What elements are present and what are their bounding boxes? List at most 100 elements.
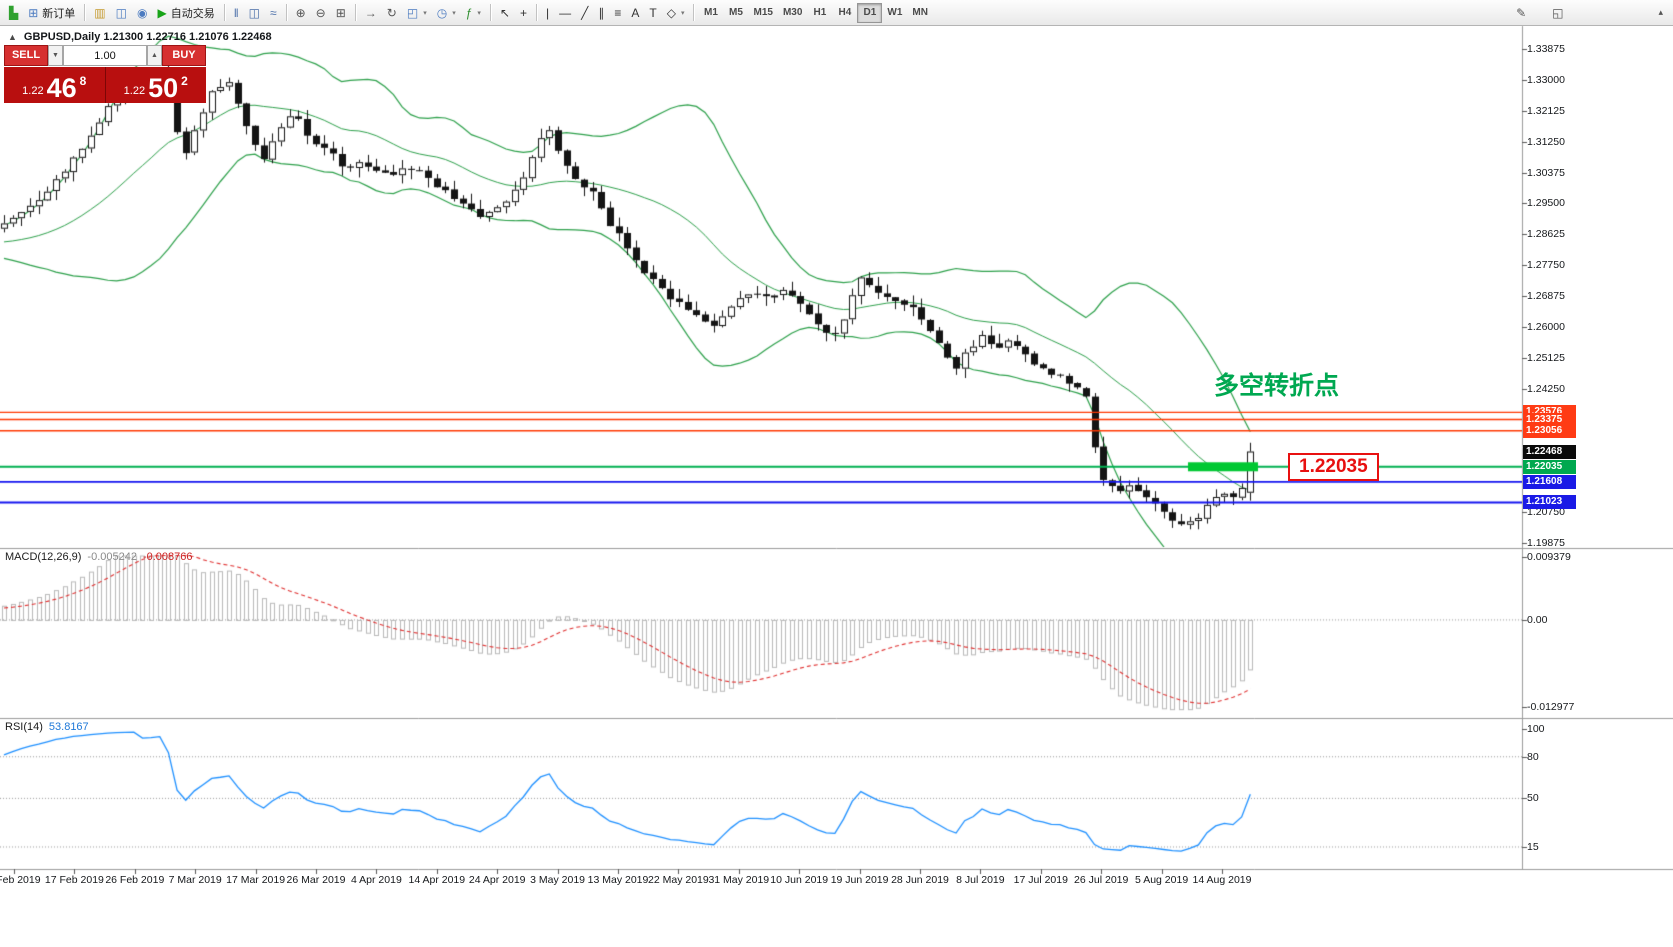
timeframe-button-d1[interactable]: D1 xyxy=(857,2,883,23)
bar-chart-icon: ǁ xyxy=(233,5,239,20)
sell-price-s: 8 xyxy=(79,74,87,88)
mt-logo-icon[interactable]: ▙ xyxy=(4,2,23,24)
vertical-line-icon: | xyxy=(546,5,550,20)
scroll-to-end-icon[interactable]: → xyxy=(360,2,382,24)
price-chart-panel[interactable] xyxy=(0,26,1522,548)
autotrading-button[interactable]: ▶ 自动交易 xyxy=(152,2,219,24)
navigator-icon[interactable]: ◉ xyxy=(132,2,152,24)
buy-price-small: 1.22 xyxy=(123,85,146,97)
data-window-icon[interactable]: ◫ xyxy=(111,2,132,24)
period-menu-icon[interactable]: ◷ ▾ xyxy=(432,2,461,24)
new-chart-icon[interactable]: ◰ ▾ xyxy=(402,2,432,24)
toolbar-separator xyxy=(536,4,537,21)
volume-input[interactable] xyxy=(63,45,147,66)
vertical-line-icon[interactable]: | xyxy=(541,2,554,24)
docking-icon: ◱ xyxy=(1552,5,1564,20)
price-scale[interactable] xyxy=(1522,26,1673,869)
fibonacci-icon[interactable]: ≡ xyxy=(609,2,626,24)
mt-logo-icon: ▙ xyxy=(9,5,19,20)
zoom-out-icon[interactable]: ⊖ xyxy=(311,2,331,24)
line-chart-icon[interactable]: ≈ xyxy=(265,2,282,24)
toolbar-separator xyxy=(285,4,287,21)
buy-price-display[interactable]: 1.22 50 2 xyxy=(105,67,206,103)
timeframe-button-h4[interactable]: H4 xyxy=(832,3,857,23)
sell-price-small: 1.22 xyxy=(22,85,44,97)
toolbar-separator xyxy=(354,4,356,21)
tile-windows-icon: ⊞ xyxy=(335,5,346,20)
text-icon[interactable]: A xyxy=(626,2,644,24)
timeframe-button-m30[interactable]: M30 xyxy=(778,3,807,23)
timeframe-button-h1[interactable]: H1 xyxy=(807,3,832,23)
cursor-icon: ↖ xyxy=(499,5,510,20)
period-menu-icon: ◷ xyxy=(436,5,448,20)
text-icon: A xyxy=(631,5,640,20)
horizontal-line-icon: — xyxy=(559,5,572,20)
candlestick-chart-icon: ◫ xyxy=(248,5,261,20)
new-order-icon: ⊞ xyxy=(28,5,39,20)
navigator-icon: ◉ xyxy=(136,5,148,20)
timeframe-button-m15[interactable]: M15 xyxy=(748,3,777,23)
zoom-in-icon: ⊕ xyxy=(295,5,306,20)
timeframe-button-m5[interactable]: M5 xyxy=(723,3,748,23)
new-order-button[interactable]: ⊞ 新订单 xyxy=(23,2,80,24)
dropdown-caret-icon[interactable]: ▾ xyxy=(423,9,427,17)
zoom-out-icon: ⊖ xyxy=(315,5,326,20)
auto-scroll-icon[interactable]: ↻ xyxy=(382,2,402,24)
dropdown-caret-icon[interactable]: ▾ xyxy=(477,9,481,17)
buy-button[interactable]: BUY xyxy=(162,45,206,66)
label-icon: T xyxy=(649,5,657,20)
sell-price-big: 46 xyxy=(46,73,77,103)
candlestick-chart-icon[interactable]: ◫ xyxy=(244,2,265,24)
scroll-to-end-icon: → xyxy=(364,5,377,20)
autotrading-button-label: 自动交易 xyxy=(170,7,215,20)
buy-price-big: 50 xyxy=(148,73,179,103)
market-watch-icon[interactable]: ▥ xyxy=(89,2,110,24)
pencil-icon: ✎ xyxy=(1516,5,1527,20)
one-click-trading-panel: SELL ▼ ▲ BUY 1.22 46 8 1.22 50 2 xyxy=(4,45,206,103)
docking-icon[interactable]: ◱ xyxy=(1547,2,1568,24)
sell-button[interactable]: SELL xyxy=(4,45,48,66)
indicators-icon: ƒ xyxy=(465,5,473,20)
date-axis[interactable] xyxy=(0,869,1522,891)
volume-increase-button[interactable]: ▲ xyxy=(147,45,162,66)
toolbar-separator xyxy=(84,4,86,21)
pencil-icon[interactable]: ✎ xyxy=(1511,2,1531,24)
zoom-in-icon[interactable]: ⊕ xyxy=(291,2,311,24)
toolbar-overflow-icon[interactable]: ▴ xyxy=(1658,7,1663,17)
toolbar-separator xyxy=(489,4,491,21)
macd-panel[interactable] xyxy=(0,548,1522,718)
cursor-icon[interactable]: ↖ xyxy=(495,2,515,24)
crosshair-icon: + xyxy=(519,5,527,20)
tile-windows-icon[interactable]: ⊞ xyxy=(331,2,351,24)
channel-icon[interactable]: ∥ xyxy=(593,2,609,24)
rsi-panel[interactable] xyxy=(0,718,1522,869)
trendline-icon: ╱ xyxy=(581,5,589,20)
autotrading-play-icon: ▶ xyxy=(157,5,167,20)
auto-scroll-icon: ↻ xyxy=(386,5,397,20)
trendline-icon[interactable]: ╱ xyxy=(576,2,593,24)
dropdown-caret-icon[interactable]: ▾ xyxy=(452,9,456,17)
label-icon[interactable]: T xyxy=(644,2,661,24)
market-watch-icon: ▥ xyxy=(94,5,106,20)
sell-price-display[interactable]: 1.22 46 8 xyxy=(4,67,106,103)
timeframe-button-mn[interactable]: MN xyxy=(907,3,933,23)
indicators-icon[interactable]: ƒ ▾ xyxy=(461,2,486,24)
toolbar-separator xyxy=(223,4,225,21)
dropdown-caret-icon[interactable]: ▾ xyxy=(680,9,685,17)
toolbar-separator xyxy=(693,4,695,21)
shapes-icon: ◇ xyxy=(666,5,676,20)
volume-decrease-button[interactable]: ▼ xyxy=(48,45,63,66)
crosshair-icon[interactable]: + xyxy=(515,2,532,24)
fibonacci-icon: ≡ xyxy=(614,5,622,20)
bar-chart-icon[interactable]: ǁ xyxy=(229,2,244,24)
channel-icon: ∥ xyxy=(598,5,605,20)
data-window-icon: ◫ xyxy=(115,5,127,20)
new-order-button-label: 新订单 xyxy=(42,7,76,20)
timeframe-button-w1[interactable]: W1 xyxy=(882,3,907,23)
one-click-prices: 1.22 46 8 1.22 50 2 xyxy=(4,67,206,103)
shapes-icon[interactable]: ◇ ▾ xyxy=(662,2,690,24)
timeframe-button-m1[interactable]: M1 xyxy=(698,3,723,23)
horizontal-line-icon[interactable]: — xyxy=(554,2,576,24)
